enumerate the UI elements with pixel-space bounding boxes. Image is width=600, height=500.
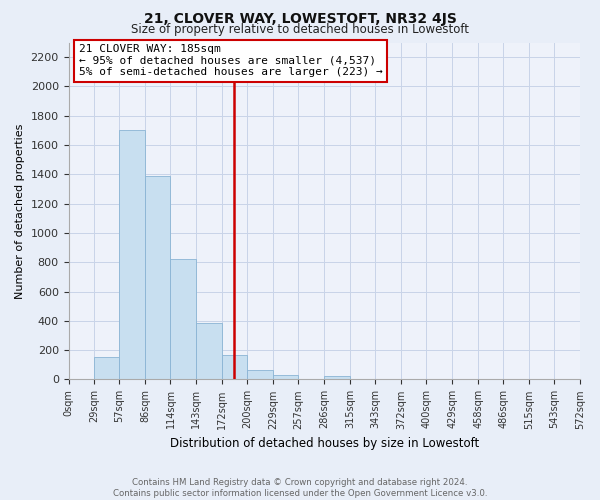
Bar	[94, 356, 119, 380]
Text: 21, CLOVER WAY, LOWESTOFT, NR32 4JS: 21, CLOVER WAY, LOWESTOFT, NR32 4JS	[143, 12, 457, 26]
Bar	[170, 260, 196, 380]
Bar	[119, 130, 145, 380]
Bar	[223, 356, 247, 380]
Bar	[324, 376, 350, 380]
Bar	[196, 323, 223, 380]
Bar	[247, 370, 273, 380]
Text: Contains HM Land Registry data © Crown copyright and database right 2024.
Contai: Contains HM Land Registry data © Crown c…	[113, 478, 487, 498]
Text: 21 CLOVER WAY: 185sqm
← 95% of detached houses are smaller (4,537)
5% of semi-de: 21 CLOVER WAY: 185sqm ← 95% of detached …	[79, 44, 383, 78]
Bar	[273, 375, 298, 380]
Text: Size of property relative to detached houses in Lowestoft: Size of property relative to detached ho…	[131, 22, 469, 36]
X-axis label: Distribution of detached houses by size in Lowestoft: Distribution of detached houses by size …	[170, 437, 479, 450]
Bar	[145, 176, 170, 380]
Y-axis label: Number of detached properties: Number of detached properties	[15, 124, 25, 298]
